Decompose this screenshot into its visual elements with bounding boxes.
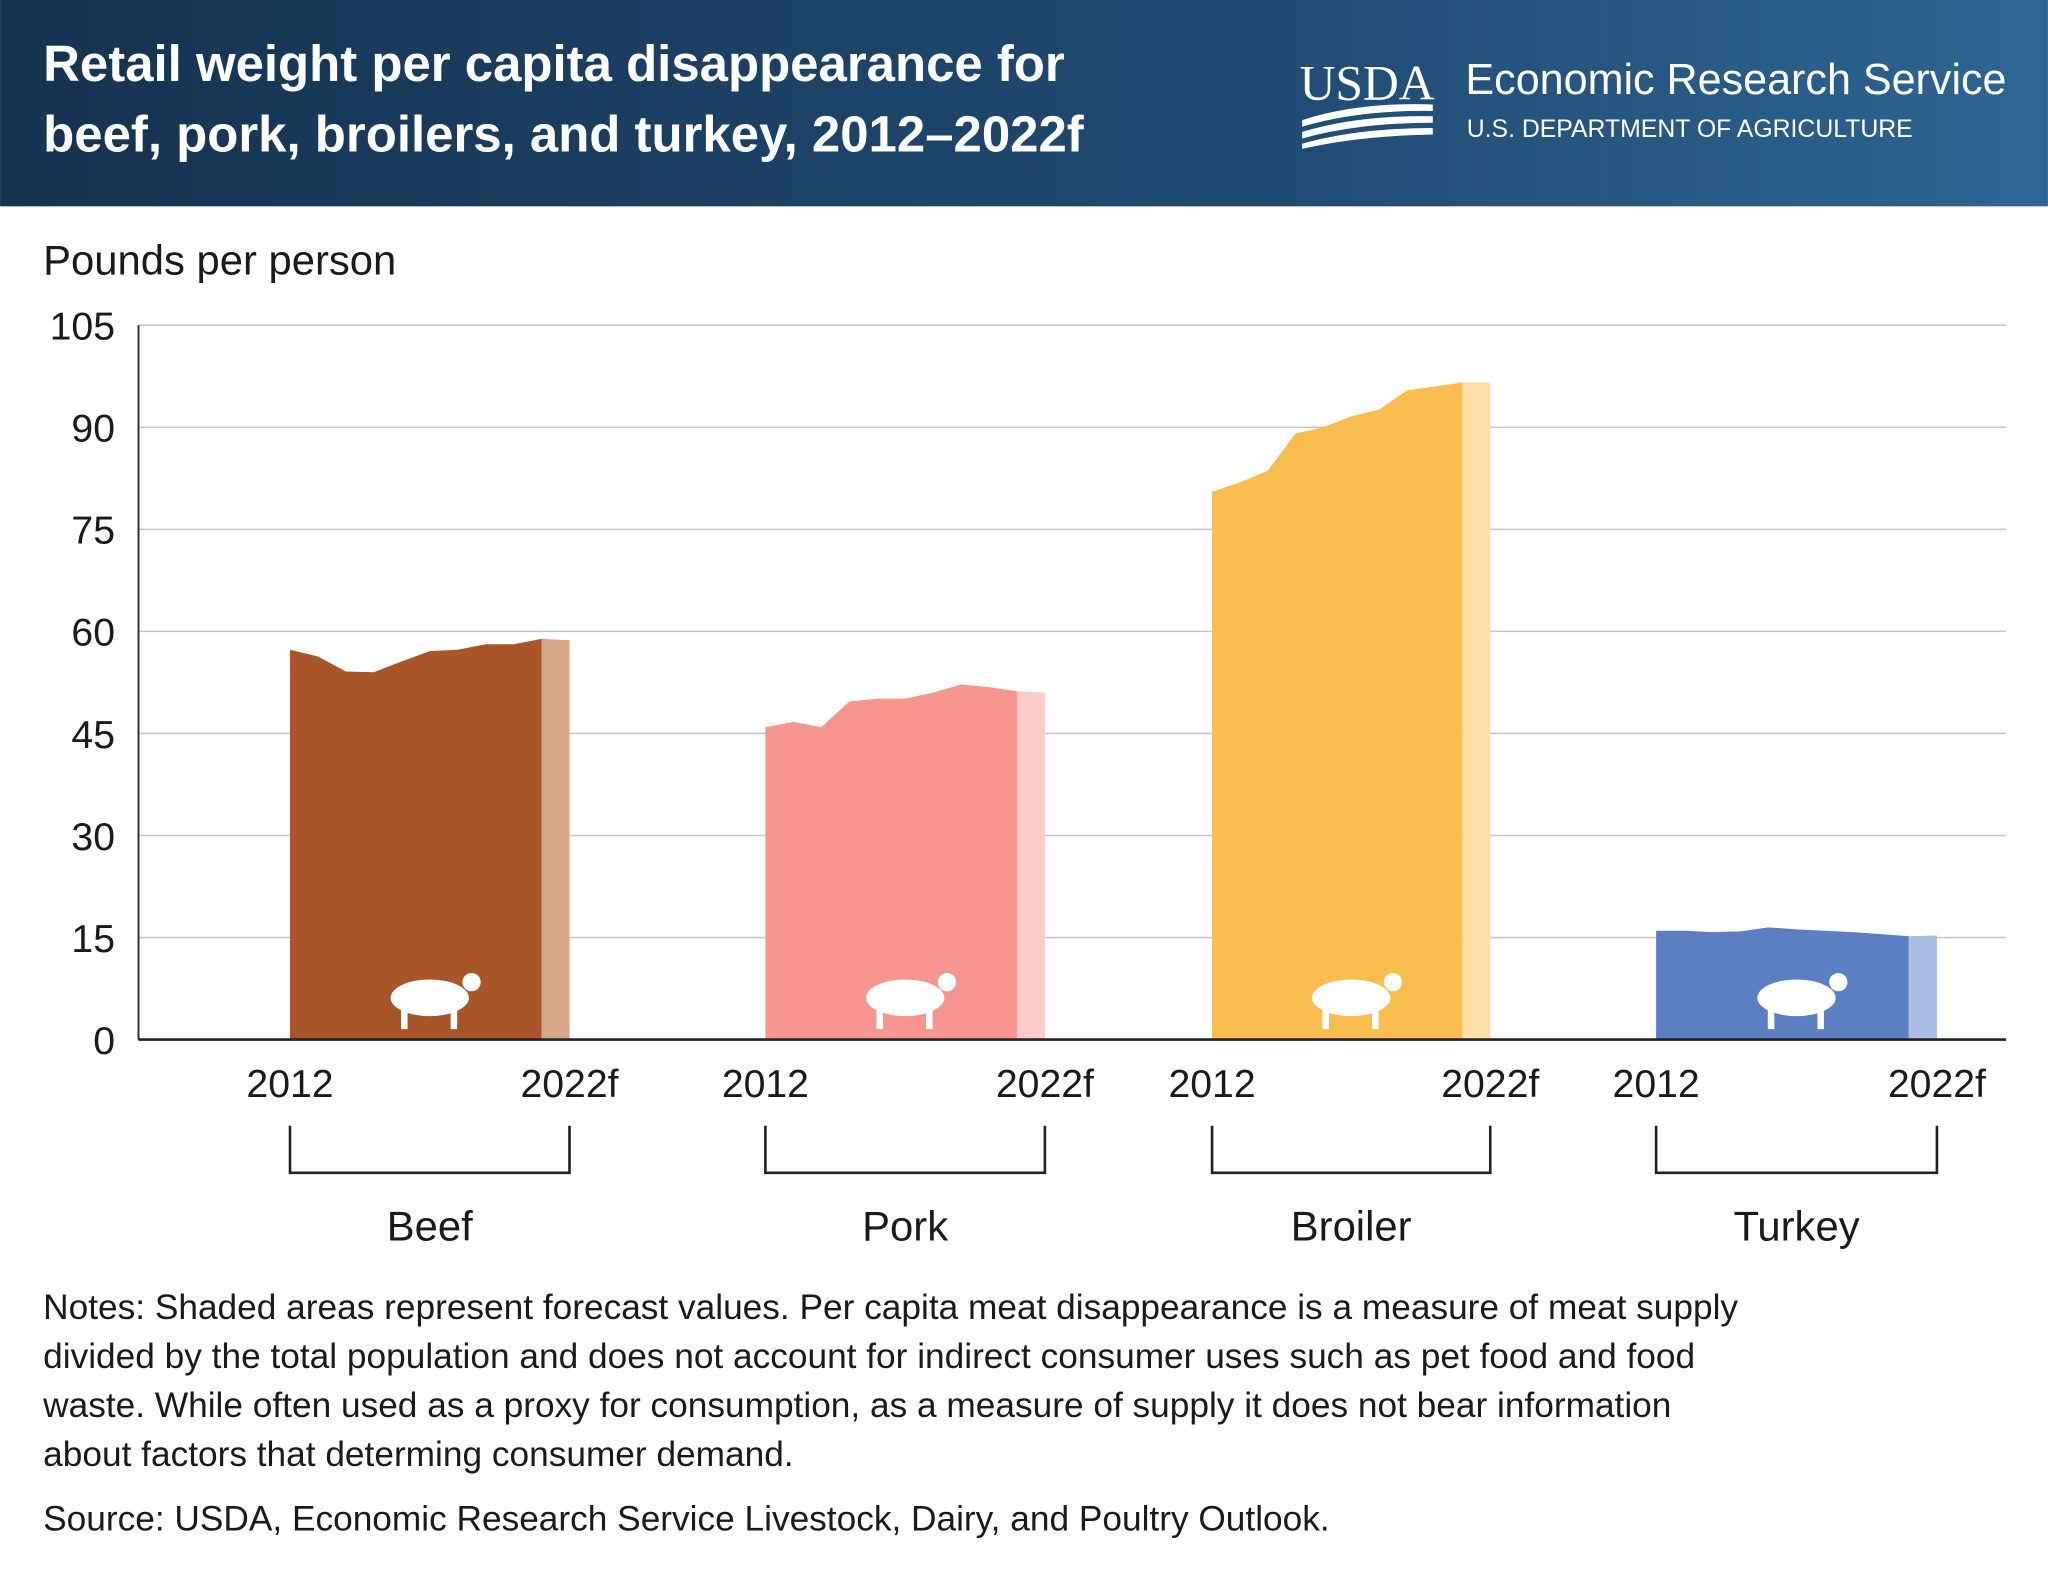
area	[290, 638, 542, 1040]
title-line: beef, pork, broilers, and turkey, 2012–2…	[43, 106, 1085, 163]
icon-leg	[1817, 1008, 1824, 1030]
animal-icon	[865, 972, 957, 1030]
group-label: Beef	[387, 1203, 473, 1250]
x-tick-label: 2012	[722, 1063, 809, 1106]
icon-leg	[876, 1008, 883, 1030]
area	[765, 684, 1017, 1040]
icon-leg	[401, 1008, 408, 1030]
animal-icon	[390, 972, 481, 1030]
note-line: Notes: Shaded areas represent forecast v…	[43, 1288, 1738, 1327]
agency-name: Economic Research Service	[1465, 56, 2006, 104]
animal-icon	[1757, 972, 1848, 1030]
forecast-area	[1462, 382, 1491, 1040]
note-line: divided by the total population and does…	[43, 1337, 1695, 1376]
bracket	[1210, 1125, 1492, 1175]
title-line: Retail weight per capita disappearance f…	[43, 35, 1065, 92]
icon-body	[865, 979, 945, 1017]
x-tick-label: 2012	[1613, 1063, 1700, 1106]
note-line: about factors that determing consumer de…	[43, 1435, 793, 1474]
y-tick-label: 30	[71, 816, 115, 859]
icon-leg	[926, 1008, 933, 1030]
note-line: waste. While often used as a proxy for c…	[42, 1386, 1671, 1425]
y-axis-label: Pounds per person	[43, 236, 396, 283]
bracket	[288, 1125, 571, 1175]
x-tick-label: 2012	[246, 1063, 333, 1106]
animal-icon	[1311, 972, 1403, 1030]
group-label: Pork	[862, 1203, 948, 1250]
y-tick-label: 105	[50, 306, 115, 349]
y-tick-label: 90	[71, 408, 115, 451]
icon-head	[937, 972, 957, 992]
area	[1212, 382, 1463, 1040]
icon-leg	[450, 1008, 458, 1030]
forecast-area	[1016, 691, 1045, 1040]
logo: USDA	[1300, 55, 1435, 110]
bracket	[764, 1125, 1047, 1175]
icon-leg	[1767, 1008, 1775, 1030]
icon-head	[1829, 972, 1848, 992]
bracket	[1654, 1125, 1939, 1175]
forecast-area	[1908, 935, 1937, 1040]
icon-leg	[1322, 1008, 1329, 1030]
y-tick-label: 75	[71, 510, 115, 553]
x-tick-label: 2012	[1168, 1063, 1255, 1106]
forecast-area	[541, 638, 570, 1040]
y-tick-label: 45	[71, 714, 115, 757]
x-tick-label: 2022f	[520, 1063, 618, 1106]
x-tick-label: 2022f	[1888, 1063, 1986, 1106]
group-label: Broiler	[1291, 1203, 1412, 1250]
y-tick-label: 0	[93, 1020, 115, 1063]
icon-head	[462, 972, 481, 992]
icon-head	[1383, 972, 1403, 992]
logo-swoosh	[1302, 104, 1433, 149]
icon-body	[1311, 979, 1391, 1017]
department-name: U.S. DEPARTMENT OF AGRICULTURE	[1467, 116, 1913, 143]
y-tick-label: 15	[71, 918, 115, 961]
header-band	[0, 0, 2048, 207]
icon-body	[1757, 979, 1836, 1017]
group-label: Turkey	[1733, 1203, 1859, 1250]
x-tick-label: 2022f	[996, 1063, 1094, 1106]
icon-leg	[1372, 1008, 1379, 1030]
icon-body	[390, 979, 469, 1017]
x-tick-label: 2022f	[1441, 1063, 1539, 1106]
y-tick-label: 60	[71, 612, 115, 655]
source: Source: USDA, Economic Research Service …	[43, 1500, 1330, 1539]
